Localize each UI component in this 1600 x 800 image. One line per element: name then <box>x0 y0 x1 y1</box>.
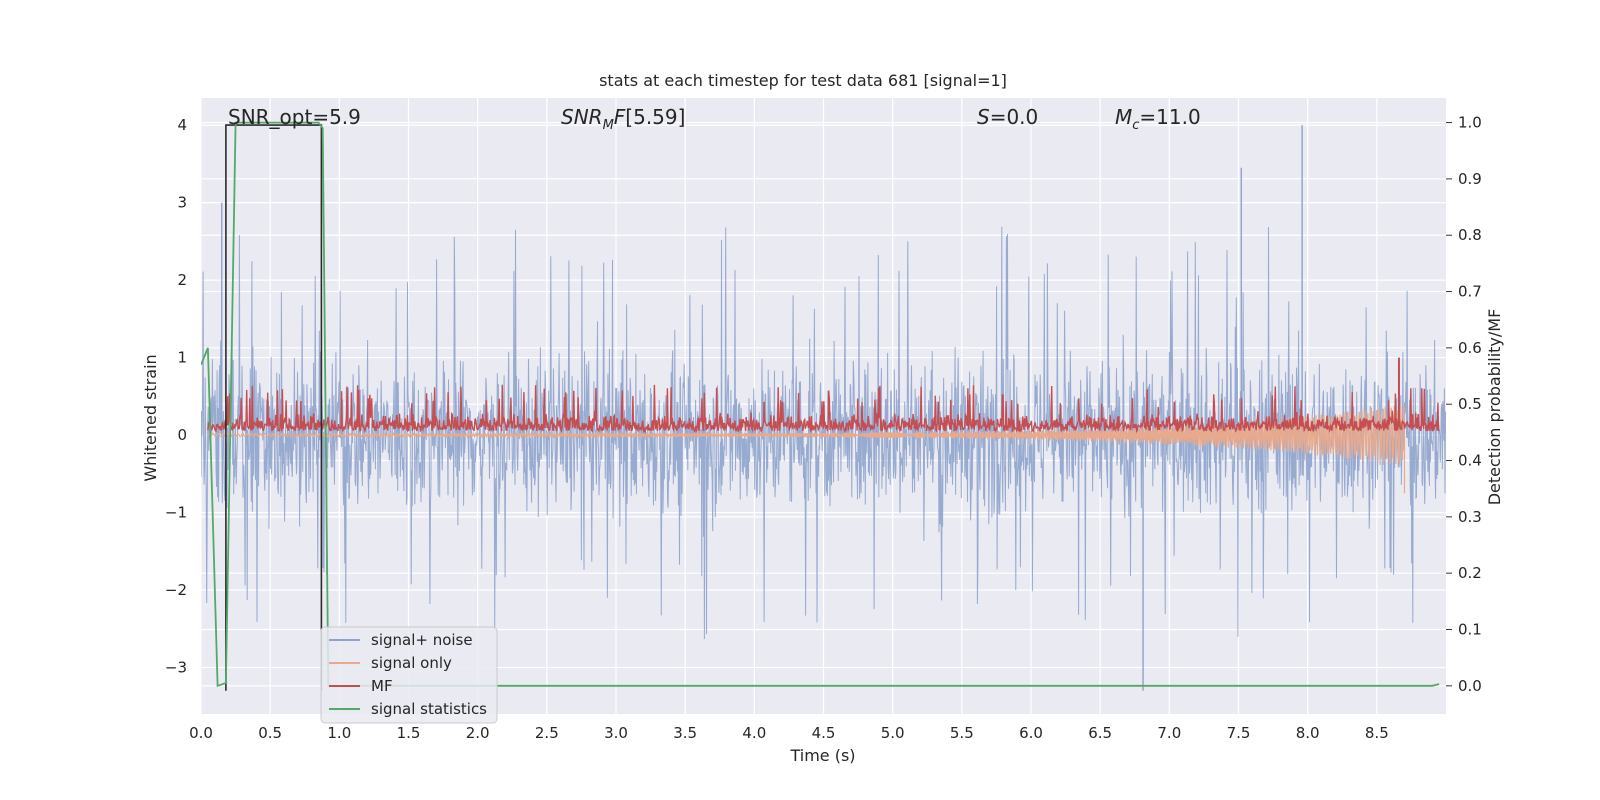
x-tick-label: 6.0 <box>1019 724 1043 742</box>
y-right-tick-label: 0.6 <box>1458 339 1482 357</box>
x-tick-label: 4.5 <box>812 724 836 742</box>
x-tick-label: 5.5 <box>950 724 974 742</box>
x-axis-ticks: 0.0 0.5 1.0 1.5 2.0 2.5 3.0 3.5 4.0 4.5 5.0 5.5 6.0 6… <box>189 724 1389 742</box>
y-left-tick-label: 1 <box>177 349 187 367</box>
x-tick-label: 4.0 <box>742 724 766 742</box>
mc-value: =11.0 <box>1139 105 1200 129</box>
left-y-axis-label: Whitened strain <box>141 354 160 481</box>
x-tick-label: 8.0 <box>1296 724 1320 742</box>
x-tick-label: 0.0 <box>189 724 213 742</box>
y-left-tick-label: 0 <box>177 426 187 444</box>
y-right-tick-label: 0.5 <box>1458 395 1482 413</box>
y-right-tick-label: 0.7 <box>1458 283 1482 301</box>
x-tick-label: 1.5 <box>397 724 421 742</box>
y-right-tick-label: 0.0 <box>1458 677 1482 695</box>
x-tick-label: 2.5 <box>535 724 559 742</box>
y-left-tick-label: −3 <box>165 659 187 677</box>
x-tick-label: 8.5 <box>1365 724 1389 742</box>
detection-window-line <box>225 124 323 691</box>
legend-box <box>320 626 498 724</box>
y-left-tick-label: 4 <box>177 116 187 134</box>
mf-line <box>207 384 1440 434</box>
signal-only-series <box>207 404 1406 494</box>
chart-title: stats at each timestep for test data 681… <box>599 71 1007 90</box>
x-tick-label: 0.5 <box>258 724 282 742</box>
s-value: =0.0 <box>990 105 1039 129</box>
snr-opt-annotation: SNR_opt=5.9 <box>228 105 361 129</box>
signal-only-line <box>207 404 1406 494</box>
left-y-axis-ticks: −3 −2 −1 0 1 2 3 4 <box>165 116 187 676</box>
x-tick-label: 2.0 <box>466 724 490 742</box>
signal-statistics-series <box>201 121 1440 688</box>
y-right-tick-label: 0.2 <box>1458 564 1482 582</box>
legend-label-mf: MF <box>371 677 393 695</box>
mc-annotation: Mc=11.0 <box>1115 105 1201 133</box>
mf-series <box>207 357 1440 434</box>
x-tick-label: 5.0 <box>881 724 905 742</box>
x-axis-label: Time (s) <box>789 746 855 765</box>
x-tick-label: 6.5 <box>1088 724 1112 742</box>
y-right-tick-label: 0.9 <box>1458 170 1482 188</box>
x-tick-label: 3.5 <box>673 724 697 742</box>
x-tick-label: 1.0 <box>327 724 351 742</box>
y-right-tick-label: 0.3 <box>1458 508 1482 526</box>
y-left-tick-label: 3 <box>177 194 187 212</box>
legend-label-signal-statistics: signal statistics <box>371 700 487 718</box>
y-left-tick-label: −2 <box>165 581 187 599</box>
y-left-tick-label: 2 <box>177 271 187 289</box>
y-left-tick-label: −1 <box>165 504 187 522</box>
y-right-tick-label: 0.8 <box>1458 226 1482 244</box>
y-right-tick-label: 0.1 <box>1458 621 1482 639</box>
snr-mf-annotation: SNRMF[5.59] <box>561 105 685 133</box>
signal-statistics-line <box>201 121 1440 688</box>
right-y-axis-label: Detection probability/MF <box>1485 309 1504 506</box>
s-annotation: S=0.0 <box>977 105 1038 129</box>
y-right-tick-label: 0.4 <box>1458 452 1482 470</box>
x-tick-label: 7.0 <box>1157 724 1181 742</box>
legend: signal+ noise signal only MF signal stat… <box>320 626 498 724</box>
x-tick-label: 7.5 <box>1227 724 1251 742</box>
x-tick-label: 3.0 <box>604 724 628 742</box>
y-right-tick-label: 1.0 <box>1458 114 1482 132</box>
legend-label-signal-only: signal only <box>371 654 452 672</box>
plot-area <box>200 98 1446 714</box>
snr-mf-value: [5.59] <box>625 105 685 129</box>
detection-window-series <box>225 124 323 691</box>
legend-label-signal-noise: signal+ noise <box>371 631 473 649</box>
right-y-axis-ticks: 0.0 0.1 0.2 0.3 0.4 0.5 0.6 0.7 0.8 0.9 1.0 <box>1446 114 1482 695</box>
